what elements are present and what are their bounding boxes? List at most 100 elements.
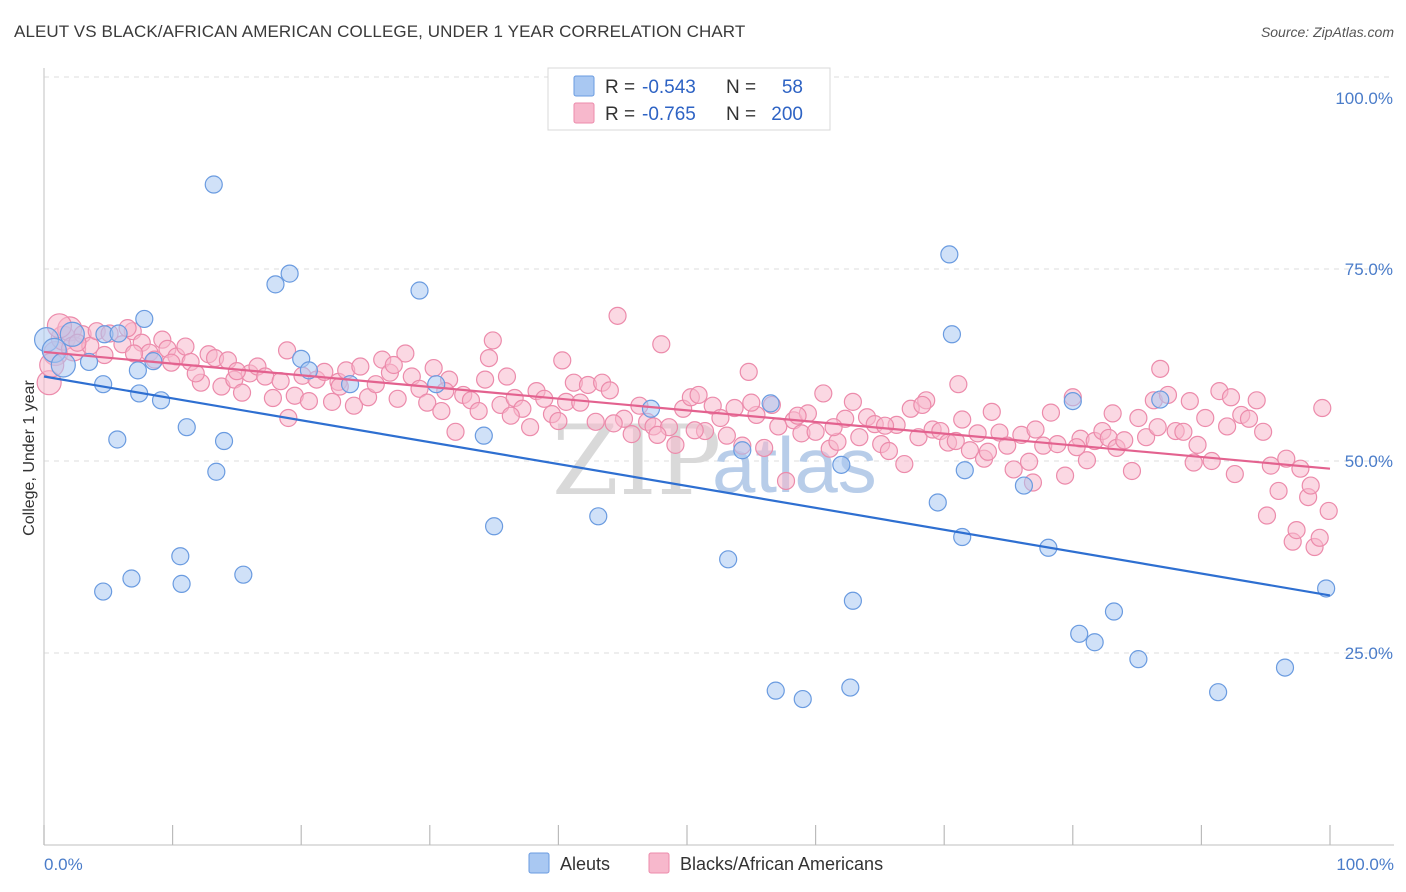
point-aleut-32 (589, 507, 608, 526)
point-black-133 (1019, 452, 1039, 471)
series-blacks-points (36, 306, 1338, 557)
point-aleut-56 (1275, 658, 1295, 677)
point-black-206 (1257, 506, 1277, 525)
point-aleut-29 (427, 375, 446, 394)
legend-r-label-aleuts: R = (605, 77, 635, 98)
point-aleut-16 (171, 547, 190, 566)
point-black-202 (1103, 404, 1122, 423)
point-black-192 (685, 421, 704, 440)
point-black-83 (652, 335, 671, 354)
point-black-99 (769, 417, 788, 436)
point-black-187 (479, 348, 499, 368)
point-black-26 (232, 383, 252, 402)
point-black-92 (717, 426, 736, 445)
bottom-legend-label-aleuts: Aleuts (560, 854, 610, 874)
point-black-100 (776, 471, 796, 491)
point-black-128 (982, 402, 1001, 421)
point-aleut-17 (172, 574, 191, 593)
point-aleut-43 (940, 245, 959, 264)
point-black-116 (895, 454, 914, 474)
point-black-124 (953, 410, 972, 429)
point-aleut-7 (94, 582, 113, 601)
point-black-146 (1115, 431, 1134, 450)
point-aleut-28 (410, 281, 429, 300)
point-aleut-34 (719, 550, 738, 569)
y-tick-label-1: 75.0% (1345, 260, 1393, 279)
point-black-79 (622, 425, 641, 444)
y-tick-label-2: 50.0% (1345, 452, 1393, 471)
point-aleut-46 (955, 461, 974, 480)
point-black-181 (186, 364, 205, 383)
point-black-149 (1137, 428, 1156, 447)
point-black-199 (978, 442, 998, 461)
point-black-30 (263, 388, 283, 408)
point-black-51 (418, 393, 437, 412)
point-black-158 (1202, 451, 1221, 471)
point-aleut-6 (94, 375, 113, 394)
point-black-198 (949, 375, 968, 394)
point-black-93 (725, 398, 744, 418)
point-black-204 (1184, 453, 1203, 472)
point-black-126 (968, 424, 987, 443)
point-black-203 (1148, 418, 1167, 437)
point-aleut-2 (50, 352, 76, 378)
point-aleut-18 (177, 418, 196, 437)
point-aleut-41 (841, 678, 860, 697)
point-black-32 (277, 341, 297, 360)
legend-r-label-blacks: R = (605, 104, 635, 125)
point-black-163 (1239, 409, 1259, 428)
point-black-173 (1313, 398, 1332, 418)
point-black-147 (1122, 461, 1142, 481)
point-black-168 (1277, 449, 1296, 468)
chart-title: ALEUT VS BLACK/AFRICAN AMERICAN COLLEGE,… (14, 22, 746, 41)
point-black-161 (1225, 464, 1244, 484)
point-black-208 (1301, 476, 1320, 495)
point-black-155 (1180, 391, 1199, 411)
bottom-legend-swatch-aleuts (528, 852, 550, 874)
point-black-154 (1174, 422, 1193, 441)
point-black-52 (424, 358, 443, 378)
point-black-74 (586, 412, 605, 431)
point-black-189 (553, 351, 572, 370)
point-black-69 (549, 411, 568, 431)
point-aleut-53 (1129, 650, 1148, 669)
point-aleut-24 (280, 264, 299, 283)
legend-box: R = -0.543 N = 58 R = -0.765 N = 200 (547, 67, 831, 131)
point-aleut-39 (832, 455, 851, 474)
point-black-85 (666, 435, 685, 454)
point-black-134 (1026, 420, 1045, 439)
x-tick-label-max: 100.0% (1336, 855, 1394, 874)
point-aleut-19 (204, 175, 223, 194)
point-aleut-13 (135, 309, 154, 329)
point-black-55 (446, 422, 465, 441)
point-aleut-47 (1014, 476, 1034, 495)
point-aleut-55 (1209, 683, 1228, 702)
point-black-58 (469, 401, 488, 421)
point-aleut-50 (1070, 624, 1089, 643)
point-black-31 (271, 372, 290, 391)
point-black-207 (1287, 521, 1306, 540)
point-aleut-37 (761, 394, 780, 413)
legend-swatch-aleuts (573, 75, 595, 97)
legend-r-value-aleuts: -0.543 (642, 77, 696, 98)
point-aleut-23 (266, 275, 285, 294)
point-black-205 (1221, 388, 1241, 407)
point-black-35 (299, 391, 319, 411)
point-black-77 (608, 306, 627, 325)
point-black-179 (124, 344, 144, 363)
point-aleut-51 (1085, 633, 1104, 652)
x-tick-label-min: 0.0% (44, 855, 83, 874)
point-black-47 (388, 389, 407, 408)
point-black-114 (879, 441, 899, 461)
point-aleut-44 (942, 325, 962, 344)
point-black-188 (501, 406, 520, 425)
point-black-8 (95, 345, 114, 365)
point-black-167 (1269, 481, 1288, 501)
point-black-138 (1055, 466, 1075, 485)
point-black-48 (396, 344, 415, 363)
trend-lines (43, 350, 1331, 597)
trend-line-black (43, 350, 1331, 470)
point-black-118 (909, 428, 928, 447)
point-black-62 (497, 367, 517, 386)
